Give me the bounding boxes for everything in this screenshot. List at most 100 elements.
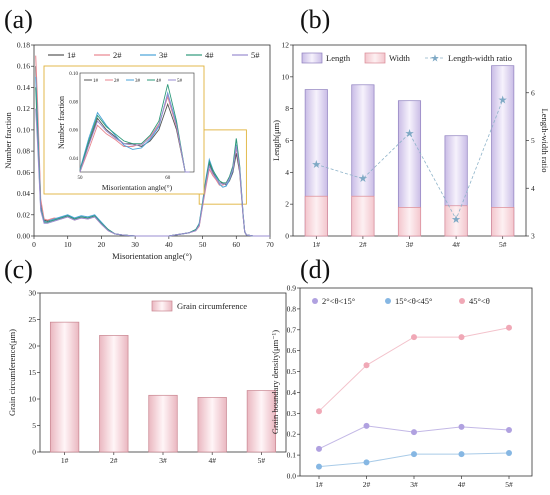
x-tick-label: 60 — [233, 240, 241, 249]
series-line-3 — [318, 327, 510, 412]
series-point-1 — [316, 445, 322, 452]
y-axis-label: Grain boundary density(μm⁻¹) — [270, 330, 280, 434]
series-point-2 — [363, 459, 370, 466]
y-tick-label: 0.7 — [287, 325, 297, 334]
legend-label: 2°<θ<15° — [322, 296, 355, 306]
series-point-3 — [363, 362, 370, 369]
y-tick-label: 2 — [285, 200, 289, 209]
y-tick-label: 10 — [29, 395, 37, 404]
ratio-point: ★ — [311, 159, 321, 171]
x-tick-label: 30 — [131, 240, 139, 249]
panel-label-d: (d) — [300, 255, 330, 284]
ratio-point: ★ — [405, 128, 415, 140]
x-tick-label: 3# — [406, 240, 414, 249]
x-tick-label: 2# — [363, 480, 371, 489]
y-tick-label: 0.5 — [287, 367, 297, 376]
x-tick-label: 50 — [199, 240, 207, 249]
x-tick-label: 70 — [266, 240, 274, 249]
legend-swatch-width — [364, 52, 386, 64]
series-point-2 — [458, 451, 465, 458]
legend-marker — [312, 298, 318, 304]
x-tick-label: 0 — [32, 240, 36, 249]
y-tick-label: 0.12 — [17, 104, 30, 113]
x-axis-label: Misorientation angle(°) — [112, 251, 192, 261]
y-tick-label: 0.04 — [17, 189, 30, 198]
y-tick-label: 25 — [29, 315, 37, 324]
x-tick-label: 3# — [159, 456, 167, 465]
x-tick-label: 2# — [110, 456, 118, 465]
y-tick-label: 0.00 — [17, 232, 30, 241]
series-point-1 — [506, 427, 512, 434]
y2-tick-label: 3 — [531, 232, 535, 241]
chart-d: 0.0 0.1 0.2 0.3 0.4 0.5 0.6 0.7 0.8 0.9 Grain boun… — [270, 284, 533, 489]
x-tick-label: 2# — [359, 240, 367, 249]
y-tick-label: 0.18 — [17, 41, 30, 50]
plot-frame — [299, 287, 533, 477]
inset-y-tick-label: 0.04 — [69, 157, 78, 162]
y-tick-label: 0.1 — [287, 451, 297, 460]
series-point-1 — [458, 423, 465, 430]
y-axis-label: Grain circumference(μm) — [7, 329, 17, 416]
legend-label: 2# — [113, 50, 122, 60]
y-axis-label: Number fraction — [3, 112, 13, 169]
legend-marker — [385, 298, 391, 304]
y-tick-label: 12 — [282, 41, 290, 50]
legend-label: Grain circumference — [177, 301, 247, 311]
width-bar — [304, 195, 328, 237]
legend-swatch — [151, 300, 173, 312]
panel-label-b: (b) — [300, 5, 330, 34]
x-tick-label: 5# — [499, 240, 507, 249]
width-bar — [444, 205, 468, 237]
x-tick-label: 10 — [64, 240, 72, 249]
legend-swatch-ratio-star: ★ — [431, 54, 440, 65]
y2-tick-label: 6 — [531, 88, 535, 97]
y-tick-label: 8 — [285, 104, 289, 113]
inset-legend-label: 1# — [93, 79, 99, 84]
inset-legend-label: 2# — [114, 79, 120, 84]
y-tick-label: 0.10 — [17, 125, 30, 134]
circumference-bar — [148, 394, 178, 453]
x-tick-label: 5# — [258, 456, 266, 465]
legend-label: 4# — [205, 50, 214, 60]
y-tick-label: 30 — [29, 289, 37, 298]
legend-label: 1# — [67, 50, 76, 60]
series-point-3 — [411, 334, 417, 341]
x-tick-label: 1# — [313, 240, 321, 249]
y-tick-label: 0.08 — [17, 147, 30, 156]
inset-frame — [79, 72, 195, 173]
inset-y-tick-label: 0.06 — [69, 129, 78, 134]
inset-legend-label: 4# — [156, 79, 162, 84]
y-tick-label: 0.2 — [287, 430, 297, 439]
x-tick-label: 20 — [98, 240, 106, 249]
chart-b: 0 2 4 6 8 10 12 3 4 5 6 Length(μm) Length-width rati… — [271, 41, 550, 250]
series-point-1 — [363, 422, 370, 429]
series-point-3 — [506, 324, 512, 331]
legend-label: Width — [389, 53, 411, 63]
x-tick-label: 40 — [165, 240, 173, 249]
x-tick-label: 4# — [452, 240, 460, 249]
legend-swatch-length — [301, 52, 323, 64]
y-tick-label: 10 — [282, 72, 290, 81]
y-axis-label: Length(μm) — [271, 120, 281, 161]
inset-panel — [43, 65, 205, 195]
series-point-3 — [458, 334, 465, 341]
legend-label: 15°<θ<45° — [395, 296, 432, 306]
legend-label: 3# — [159, 50, 168, 60]
y-tick-label: 0.8 — [287, 304, 297, 313]
y-tick-label: 0.0 — [287, 472, 297, 481]
ratio-point: ★ — [451, 214, 461, 226]
inset-x-tick-label: 50 — [78, 176, 84, 181]
legend-label: 45°<θ — [469, 296, 490, 306]
ratio-point: ★ — [358, 173, 368, 185]
inset-series-line-5# — [79, 92, 190, 173]
y2-tick-label: 4 — [531, 184, 535, 193]
y2-axis-label: Length-width ratio — [540, 109, 550, 173]
y-tick-label: 0.9 — [287, 284, 297, 293]
legend-label: Length — [326, 53, 351, 63]
width-bar — [351, 195, 375, 237]
y-tick-label: 6 — [285, 136, 289, 145]
x-tick-label: 3# — [410, 480, 418, 489]
ratio-point: ★ — [498, 94, 508, 106]
y-tick-label: 5 — [32, 421, 36, 430]
inset-y-tick-label: 0.10 — [69, 72, 78, 77]
